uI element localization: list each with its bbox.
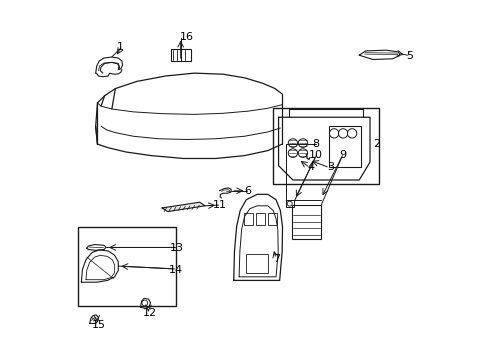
Text: 13: 13 (169, 243, 183, 253)
Text: 1: 1 (117, 42, 124, 52)
Ellipse shape (287, 139, 297, 147)
Circle shape (346, 129, 356, 138)
Text: 11: 11 (212, 200, 226, 210)
Text: 10: 10 (308, 150, 323, 160)
Circle shape (329, 129, 338, 138)
Text: 3: 3 (326, 162, 333, 172)
Bar (244, 213, 253, 225)
Ellipse shape (298, 149, 307, 157)
Bar (171, 49, 190, 61)
Bar (291, 205, 321, 239)
Bar (285, 201, 293, 207)
Text: 4: 4 (306, 162, 314, 172)
Circle shape (142, 300, 147, 306)
Text: 2: 2 (373, 139, 380, 149)
Text: 9: 9 (339, 150, 346, 160)
Bar (328, 126, 360, 167)
Ellipse shape (298, 139, 307, 147)
Text: 15: 15 (92, 320, 106, 330)
Bar (246, 253, 267, 273)
Text: 6: 6 (244, 186, 251, 196)
Circle shape (286, 201, 292, 206)
Text: 12: 12 (142, 308, 156, 318)
Bar (273, 108, 378, 184)
Text: 8: 8 (312, 139, 319, 149)
Text: 5: 5 (405, 51, 412, 61)
Bar (256, 213, 265, 225)
Bar (78, 226, 176, 306)
Text: 7: 7 (273, 254, 280, 264)
Text: 16: 16 (180, 32, 194, 41)
Ellipse shape (287, 149, 297, 157)
Polygon shape (162, 202, 204, 212)
Circle shape (338, 129, 347, 138)
Text: 14: 14 (169, 265, 183, 275)
Bar (267, 213, 277, 225)
